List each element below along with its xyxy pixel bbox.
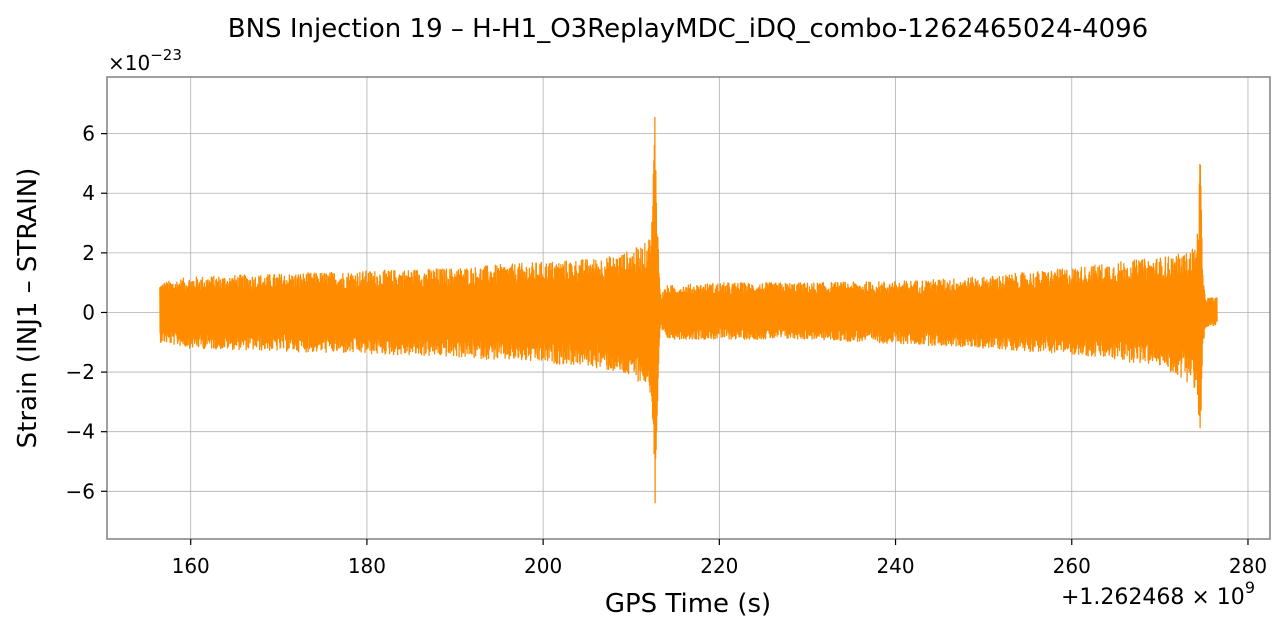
x-tick-label: 160 (172, 554, 210, 578)
x-offset-base: +1.262468 × 10 (1061, 585, 1245, 610)
y-multiplier-exponent: −23 (150, 46, 182, 64)
chart-title: BNS Injection 19 – H-H1_O3ReplayMDC_iDQ_… (228, 14, 1148, 44)
y-tick-label: 6 (82, 122, 95, 146)
y-tick-label: 2 (82, 241, 95, 265)
y-axis-ticks: −6 −4 −2 0 2 4 6 (66, 122, 107, 503)
x-axis-ticks: 160 180 200 220 240 260 280 (172, 539, 1267, 578)
x-axis-label: GPS Time (s) (605, 589, 771, 619)
y-tick-label: −6 (66, 479, 95, 503)
y-multiplier-base: ×10 (108, 51, 150, 75)
x-tick-label: 240 (876, 554, 914, 578)
y-tick-label: −4 (66, 420, 95, 444)
plot-frame (106, 76, 1271, 540)
x-tick-label: 260 (1053, 554, 1091, 578)
x-tick-label: 220 (700, 554, 738, 578)
x-offset-exponent: 9 (1245, 578, 1255, 597)
y-axis-label: Strain (INJ1 – STRAIN) (13, 168, 43, 449)
x-tick-label: 200 (524, 554, 562, 578)
strain-series-line (159, 116, 1218, 504)
x-tick-label: 180 (348, 554, 386, 578)
x-offset-label: +1.262468 × 109 (1061, 578, 1255, 610)
series-layer (159, 116, 1218, 504)
y-tick-label: 4 (82, 181, 95, 205)
y-tick-label: −2 (66, 360, 95, 384)
y-tick-label: 0 (82, 300, 95, 324)
x-tick-label: 280 (1229, 554, 1267, 578)
y-multiplier: ×10−23 (108, 46, 182, 75)
